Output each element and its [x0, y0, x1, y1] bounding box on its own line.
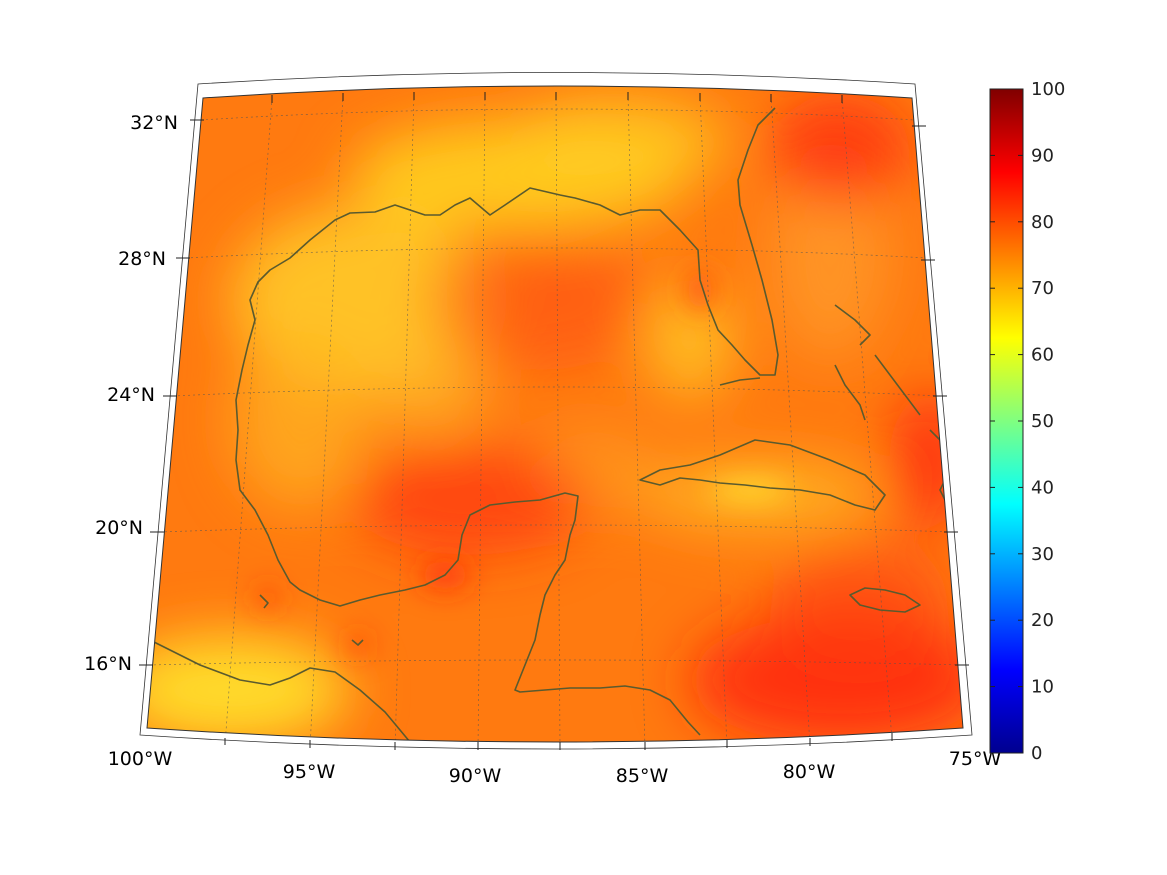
- gulf-coastline: [235, 187, 701, 736]
- colorbar-tick-label: 80: [1031, 212, 1054, 233]
- lat-label: 32°N: [130, 112, 178, 134]
- lon-label: 95°W: [283, 761, 336, 783]
- colorbar-tick-label: 20: [1031, 610, 1054, 631]
- small-island-1: [351, 639, 364, 646]
- lon-label: 75°W: [949, 748, 1002, 770]
- colorbar-tick-label: 60: [1031, 345, 1054, 366]
- map-outer-frame: [139, 72, 973, 750]
- graticule: [148, 93, 963, 742]
- cuba-coastline: [639, 439, 886, 511]
- map-frame: [146, 85, 964, 743]
- keys: [719, 377, 761, 386]
- data-field: [147, 86, 963, 742]
- colorbar-tick-label: 10: [1031, 677, 1054, 698]
- small-island-2: [259, 594, 269, 609]
- lon-label: 85°W: [616, 765, 669, 787]
- colorbar-tick-label: 0: [1031, 743, 1042, 764]
- jamaica-coastline: [849, 587, 921, 613]
- colorbar: 0 10 20 30 40 50 60 70 80 90 100: [989, 79, 1065, 764]
- lon-label: 100°W: [108, 748, 173, 770]
- frame-ticks: [139, 92, 969, 750]
- bahamas-1: [834, 304, 871, 346]
- lat-label: 16°N: [84, 653, 132, 675]
- lon-labels: 100°W 95°W 90°W 85°W 80°W 75°W: [108, 748, 1002, 787]
- colorbar-tick-label: 30: [1031, 544, 1054, 565]
- lat-label: 28°N: [118, 248, 166, 270]
- florida-coastline: [559, 107, 779, 376]
- colorbar-tick-label: 50: [1031, 411, 1054, 432]
- coastlines: [149, 107, 951, 742]
- colorbar-tick-label: 100: [1031, 79, 1065, 100]
- lat-labels: 32°N 28°N 24°N 20°N 16°N: [84, 112, 178, 675]
- lon-label: 80°W: [783, 761, 836, 783]
- colorbar-tick-label: 90: [1031, 145, 1054, 166]
- colorbar-ticks: 0 10 20 30 40 50 60 70 80 90 100: [990, 79, 1065, 764]
- lat-label: 24°N: [107, 384, 155, 406]
- central-america-border: [149, 639, 411, 742]
- bahamas-2: [834, 364, 866, 421]
- colorbar-tick-label: 40: [1031, 477, 1054, 498]
- colorbar-tick-label: 70: [1031, 278, 1054, 299]
- colorbar-gradient: [989, 88, 1024, 754]
- lat-label: 20°N: [95, 517, 143, 539]
- lon-label: 90°W: [449, 765, 502, 787]
- bahamas-3: [874, 354, 921, 416]
